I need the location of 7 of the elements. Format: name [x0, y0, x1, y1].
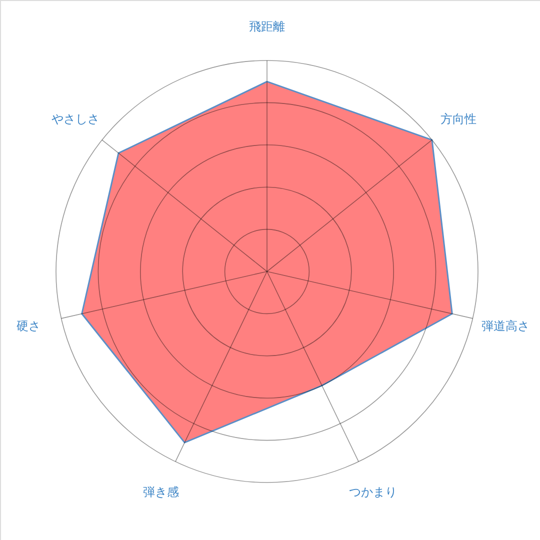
spoke-label: やさしさ: [52, 112, 100, 126]
spoke-label: 弾道高さ: [482, 318, 530, 333]
spoke-label: 飛距離: [249, 20, 285, 34]
spoke-label: つかまり: [349, 485, 398, 500]
spoke-label: 弾き感: [142, 485, 179, 500]
spoke-label: 方向性: [440, 112, 476, 126]
spoke-label: 硬さ: [16, 318, 40, 333]
